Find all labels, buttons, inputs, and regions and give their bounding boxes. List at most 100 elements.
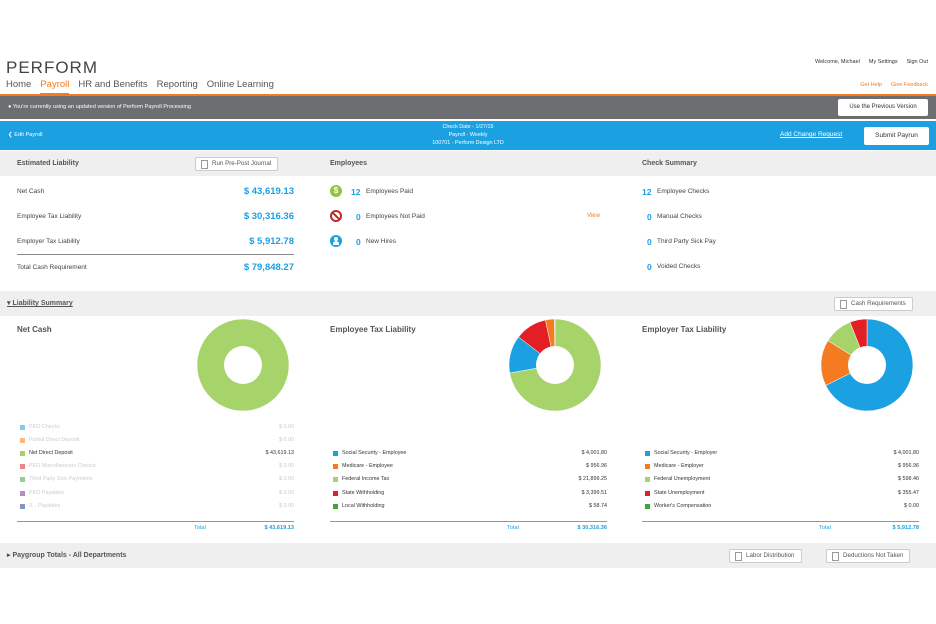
company-name: 100701 - Perform Design LTD	[432, 140, 504, 146]
nav-online-learning[interactable]: Online Learning	[206, 79, 274, 90]
voided-checks-label: Voided Checks	[657, 263, 701, 270]
cash-requirements-button[interactable]: Cash Requirements	[834, 297, 913, 311]
employees-not-paid-label: Employees Not Paid	[366, 213, 425, 220]
prohibited-icon	[330, 210, 342, 222]
document-icon	[832, 552, 839, 561]
dollar-icon: $	[330, 185, 342, 197]
paygroup-totals-toggle[interactable]: ▸ Paygroup Totals - All Departments	[7, 552, 127, 559]
third-party-sick-label: Third Party Sick Pay	[657, 238, 716, 245]
legend-value: $ 355.47	[898, 489, 919, 496]
liability-summary-toggle[interactable]: ▾ Liability Summary	[7, 300, 73, 307]
manual-checks-count: 0	[647, 212, 652, 222]
legend-value: $ 598.46	[898, 476, 919, 483]
legend-swatch	[645, 477, 650, 483]
caret-down-icon: ▾	[7, 300, 13, 307]
submit-payrun-button[interactable]: Submit Payrun	[864, 127, 929, 145]
check-summary-title: Check Summary	[642, 160, 697, 167]
donut-chart	[821, 319, 913, 411]
legend-label: Medicare - Employee	[342, 463, 393, 470]
employees-paid-label: Employees Paid	[366, 188, 413, 195]
legend-swatch	[645, 490, 650, 496]
total-cash-amount: $ 79,848.27	[243, 262, 294, 273]
payrun-bar: ❮ Edit Payroll Check Date - 1/27/15 Payr…	[0, 121, 936, 150]
legend-swatch	[645, 451, 650, 456]
legend-value: $ 4,001.80	[893, 450, 919, 456]
chart-title: Net Cash	[17, 325, 52, 334]
chart-title: Employer Tax Liability	[642, 325, 727, 334]
legend-swatch	[645, 464, 650, 470]
chart-total-label: Total	[819, 525, 831, 531]
help-links: Get Help Give Feedback	[860, 82, 928, 88]
donut-hole	[848, 346, 886, 384]
payroll-type: Payroll - Weekly	[448, 132, 488, 138]
give-feedback-link[interactable]: Give Feedback	[891, 82, 928, 88]
donut-slice	[821, 340, 868, 386]
get-help-link[interactable]: Get Help	[860, 82, 882, 88]
legend-value: $ 3,399.51	[581, 489, 607, 496]
edit-payroll-link[interactable]: ❮ Edit Payroll	[8, 132, 43, 138]
total-divider	[642, 521, 919, 522]
chevron-left-icon: ❮	[8, 132, 15, 138]
legend-label: State Unemployment	[654, 489, 705, 496]
legend-swatch	[333, 464, 338, 470]
employer-tax-amount: $ 5,912.78	[249, 236, 294, 247]
sign-out-link[interactable]: Sign Out	[906, 59, 928, 65]
employees-paid-count: 12	[351, 187, 361, 197]
labor-distribution-button[interactable]: Labor Distribution	[729, 549, 802, 563]
person-icon	[330, 235, 342, 247]
total-divider	[17, 521, 294, 522]
header-divider	[0, 94, 936, 96]
legend-value: $ 0.00	[279, 463, 294, 470]
nav-home[interactable]: Home	[6, 79, 32, 90]
legend-label: Net Direct Deposit	[29, 450, 73, 456]
view-not-paid-link[interactable]: View	[587, 213, 600, 219]
legend-value: $ 58.74	[589, 502, 607, 509]
employees-not-paid-count: 0	[356, 212, 361, 222]
my-settings-link[interactable]: My Settings	[868, 59, 898, 65]
info-icon: ●	[8, 104, 13, 110]
estimated-liability-title: Estimated Liability	[17, 160, 79, 167]
perform-logo: PERFORM	[6, 58, 98, 77]
legend-label: State Withholding	[342, 489, 385, 496]
legend-swatch	[20, 477, 25, 483]
legend-label: PEO Payables	[29, 489, 65, 496]
chart-title: Employee Tax Liability	[330, 325, 416, 334]
employee-checks-count: 12	[642, 187, 652, 197]
chart-total-value: $ 43,619.13	[264, 525, 294, 531]
employee-tax-label: Employee Tax Liability	[17, 213, 82, 220]
legend-label: PEO Checks	[29, 423, 60, 430]
check-date: Check Date - 1/27/15	[442, 124, 494, 130]
nav-reporting[interactable]: Reporting	[156, 79, 198, 90]
welcome-text: Welcome, Michael	[815, 59, 860, 65]
version-notice-bar: ● You're currently using an updated vers…	[0, 96, 936, 119]
legend-swatch	[645, 503, 650, 509]
run-pre-post-journal-button[interactable]: Run Pre-Post Journal	[195, 157, 279, 171]
legend-value: $ 0.00	[279, 476, 294, 483]
chart-total-label: Total	[507, 525, 519, 531]
legend-label: Federal Unemployment	[654, 476, 711, 483]
nav-hr-benefits[interactable]: HR and Benefits	[78, 79, 148, 90]
legend-label: Medicare - Employer	[654, 463, 704, 470]
use-previous-version-button[interactable]: Use the Previous Version	[838, 99, 928, 116]
net-cash-amount: $ 43,619.13	[243, 186, 294, 197]
legend-value: $ 0.00	[279, 502, 294, 509]
deductions-not-taken-button[interactable]: Deductions Not Taken	[826, 549, 911, 563]
total-cash-label: Total Cash Requirement	[17, 264, 87, 271]
document-icon	[201, 160, 208, 169]
donut-chart	[509, 319, 601, 411]
top-nav: Home Payroll HR and Benefits Reporting O…	[6, 79, 274, 95]
legend-value: $ 956.96	[898, 463, 919, 470]
legend-swatch	[20, 490, 25, 496]
legend-label: Worker's Compensation	[654, 502, 712, 509]
legend-label: Local Withholding	[342, 502, 385, 509]
legend-swatch	[333, 477, 338, 483]
legend-label: Social Security - Employee	[342, 450, 407, 456]
legend-swatch	[333, 503, 338, 509]
add-change-request-link[interactable]: Add Change Request	[780, 131, 843, 138]
summary-header	[0, 151, 936, 176]
legend-swatch	[20, 424, 25, 430]
donut-chart	[197, 319, 289, 411]
net-cash-label: Net Cash	[17, 188, 45, 195]
liability-summary-header	[0, 291, 936, 316]
nav-payroll[interactable]: Payroll	[40, 79, 70, 95]
